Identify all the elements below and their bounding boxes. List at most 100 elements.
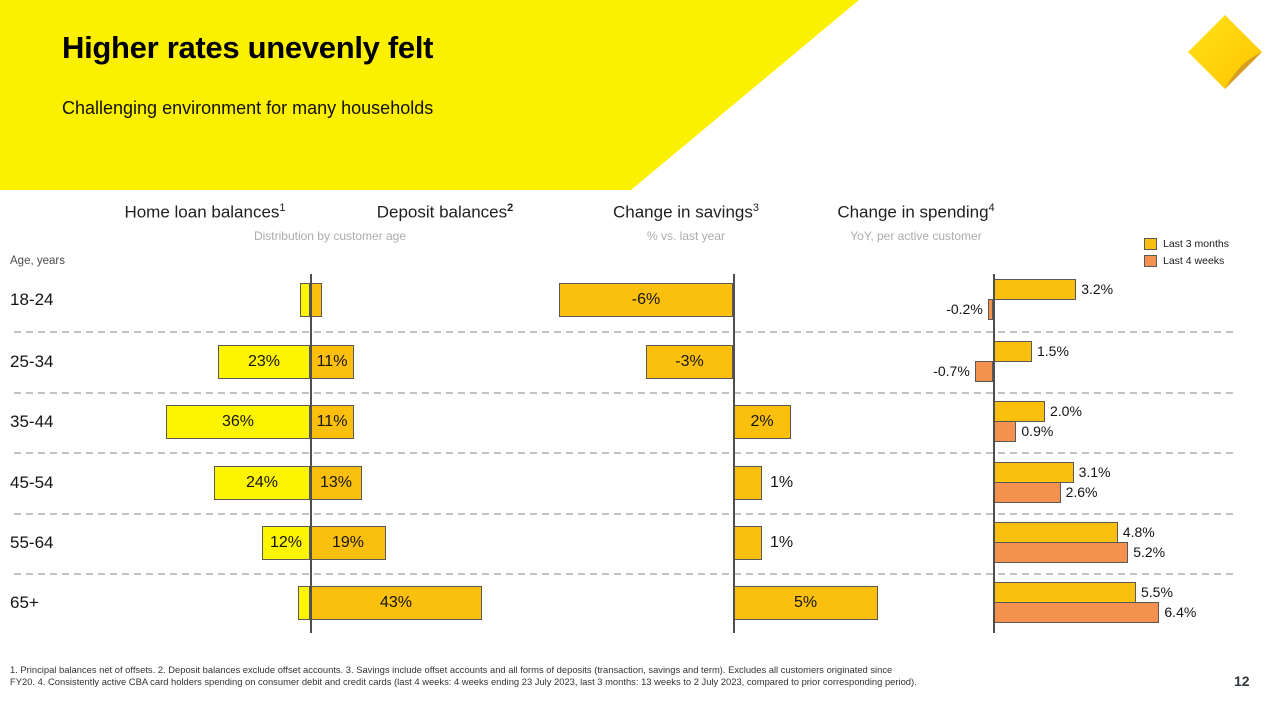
chart-title-text: Deposit balances xyxy=(376,202,508,222)
spending-3m-bar xyxy=(993,279,1077,300)
spending-4w-bar xyxy=(993,482,1061,503)
spending-3m-bar-label: 5.5% xyxy=(1141,584,1173,600)
chart-title-text: Home loan balances xyxy=(124,202,280,222)
chart-title-savings: Change in savings3 xyxy=(561,202,811,223)
footnote-line-1: 1. Principal balances net of offsets. 2.… xyxy=(10,664,893,675)
deposit-bar xyxy=(310,345,354,379)
savings-bar xyxy=(733,405,791,439)
spending-4w-bar-label: 0.9% xyxy=(1021,423,1054,439)
deposit-bar-label: 13% xyxy=(319,474,353,491)
chart-axis xyxy=(993,274,995,633)
homeloan-bar xyxy=(300,283,310,317)
savings-bar xyxy=(733,586,878,620)
footnote-ref: 4 xyxy=(988,202,995,214)
spending-4w-bar xyxy=(987,299,993,320)
row-separator xyxy=(14,331,1237,333)
age-label: 45-54 xyxy=(10,473,54,492)
spending-3m-bar xyxy=(993,401,1045,422)
row-separator xyxy=(14,452,1237,454)
chart-subtitle-savings: % vs. last year xyxy=(646,229,726,243)
savings-bar xyxy=(733,466,762,500)
homeloan-bar-label: 12% xyxy=(269,534,303,551)
spending-3m-bar xyxy=(993,582,1136,603)
commbank-diamond-logo xyxy=(1188,15,1262,89)
savings-bar-label: 2% xyxy=(750,413,774,430)
spending-4w-bar-label: -0.7% xyxy=(933,363,970,379)
spending-3m-bar-label: 3.1% xyxy=(1078,464,1111,480)
age-label: 18-24 xyxy=(10,290,54,309)
homeloan-bar xyxy=(298,586,310,620)
legend-label: Last 3 months xyxy=(1163,237,1229,250)
spending-4w-bar xyxy=(993,421,1017,442)
savings-bar xyxy=(559,283,733,317)
savings-bar-label: 1% xyxy=(770,534,794,551)
deposit-bar-label: 11% xyxy=(316,413,348,430)
page-number: 12 xyxy=(1234,673,1250,689)
age-axis-label: Age, years xyxy=(10,255,65,267)
slide-subtitle: Challenging environment for many househo… xyxy=(62,98,434,118)
chart-title-text: Change in savings xyxy=(613,202,753,222)
legend-label: Last 4 weeks xyxy=(1163,254,1225,267)
spending-4w-bar-label: 2.6% xyxy=(1065,484,1098,500)
footnote-line-2: FY20. 4. Consistently active CBA card ho… xyxy=(10,676,917,687)
footnote-ref: 2 xyxy=(507,202,514,214)
legend-item-last-4-weeks: Last 4 weeks xyxy=(1144,252,1229,269)
spending-legend: Last 3 months Last 4 weeks xyxy=(1144,235,1229,269)
chart-subtitle-distribution: Distribution by customer age xyxy=(253,229,407,243)
legend-swatch-amber xyxy=(1144,237,1157,250)
savings-bar xyxy=(733,526,762,560)
chart-subtitle-spending: YoY, per active customer xyxy=(850,229,982,243)
spending-4w-bar-label: 6.4% xyxy=(1164,604,1197,620)
chart-title-spending: Change in spending4 xyxy=(791,202,1041,223)
footnote-ref: 3 xyxy=(752,202,759,214)
savings-bar xyxy=(646,345,733,379)
savings-bar-label: -3% xyxy=(675,353,704,370)
legend-swatch-salmon xyxy=(1144,254,1157,267)
savings-bar-label: -6% xyxy=(631,291,661,308)
row-separator xyxy=(14,392,1237,394)
deposit-bar xyxy=(310,526,386,560)
deposit-bar-label: 19% xyxy=(331,534,365,551)
chart-axis xyxy=(733,274,735,633)
age-label: 55-64 xyxy=(10,533,54,552)
spending-4w-bar xyxy=(993,542,1129,563)
spending-3m-bar xyxy=(993,341,1032,362)
slide-title: Higher rates unevenly felt xyxy=(62,30,434,65)
chart-title-text: Change in spending xyxy=(837,202,989,222)
deposit-bar xyxy=(310,586,482,620)
savings-bar-label: 1% xyxy=(770,474,794,491)
spending-4w-bar xyxy=(974,361,993,382)
deposit-bar-label: 43% xyxy=(379,594,413,611)
spending-3m-bar-label: 4.8% xyxy=(1122,524,1155,540)
homeloan-bar xyxy=(218,345,310,379)
homeloan-bar-label: 36% xyxy=(221,413,255,430)
footnote-ref: 1 xyxy=(279,202,286,214)
spending-3m-bar-label: 3.2% xyxy=(1081,281,1114,297)
savings-bar-label: 5% xyxy=(793,594,818,611)
spending-3m-bar xyxy=(993,522,1118,543)
homeloan-bar-label: 23% xyxy=(247,353,281,370)
spending-3m-bar-label: 1.5% xyxy=(1037,343,1069,359)
homeloan-bar xyxy=(214,466,310,500)
row-separator xyxy=(14,513,1237,515)
age-label: 25-34 xyxy=(10,352,54,371)
homeloan-bar xyxy=(166,405,310,439)
age-label: 65+ xyxy=(10,593,39,612)
chart-axis xyxy=(310,274,312,633)
spending-4w-bar-label: -0.2% xyxy=(946,301,983,317)
deposit-bar-label: 11% xyxy=(316,353,348,370)
deposit-bar xyxy=(310,283,322,317)
age-label: 35-44 xyxy=(10,412,54,431)
row-separator xyxy=(14,573,1237,575)
spending-4w-bar xyxy=(993,602,1160,623)
header-banner xyxy=(0,0,859,190)
spending-3m-bar xyxy=(993,462,1074,483)
chart-title-deposit: Deposit balances2 xyxy=(320,202,570,223)
chart-title-homeloan: Home loan balances1 xyxy=(80,202,330,223)
legend-item-last-3-months: Last 3 months xyxy=(1144,235,1229,252)
homeloan-bar-label: 24% xyxy=(245,474,279,491)
homeloan-bar xyxy=(262,526,310,560)
spending-3m-bar-label: 2.0% xyxy=(1050,403,1082,419)
spending-4w-bar-label: 5.2% xyxy=(1133,544,1166,560)
